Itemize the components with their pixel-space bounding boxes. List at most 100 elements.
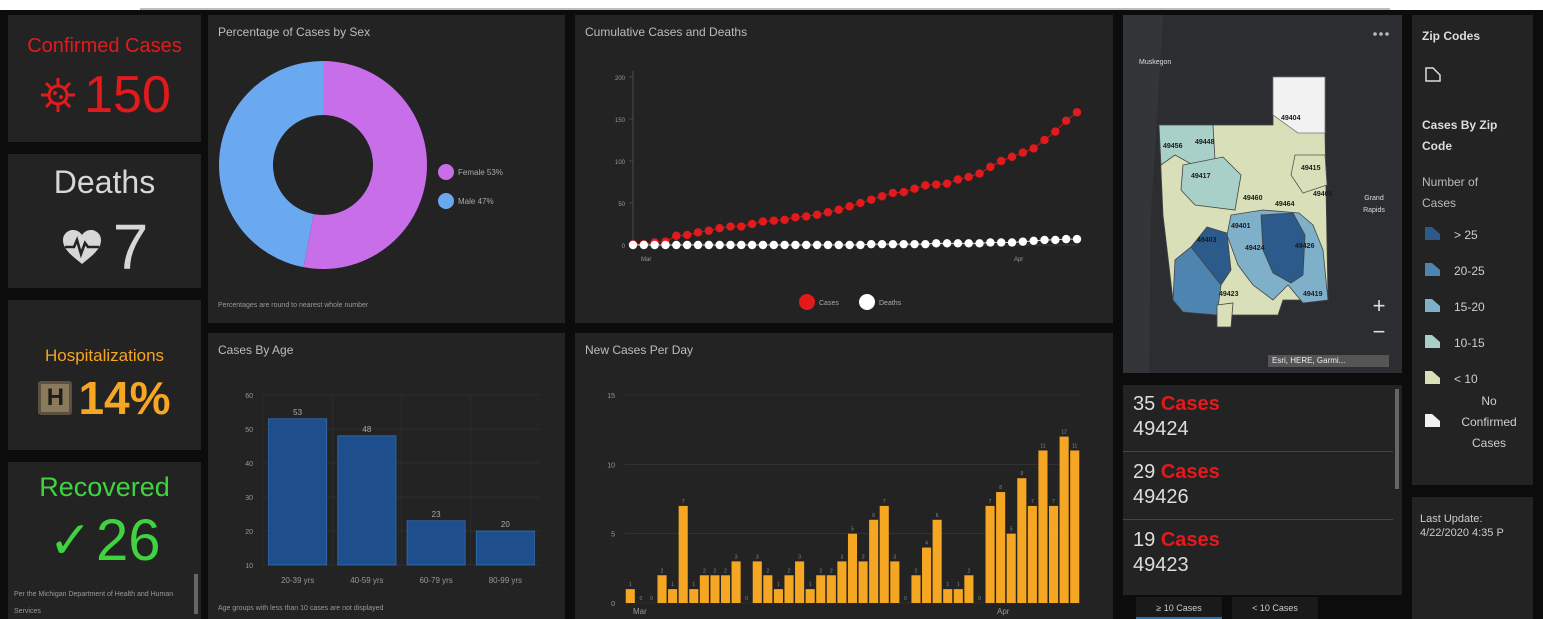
- bar[interactable]: [890, 561, 900, 603]
- data-point[interactable]: [693, 228, 703, 237]
- data-point[interactable]: [942, 239, 952, 248]
- data-point[interactable]: [867, 239, 876, 249]
- data-point[interactable]: [704, 240, 714, 250]
- map-zip-label[interactable]: 49415: [1301, 165, 1321, 172]
- data-point[interactable]: [899, 239, 908, 249]
- map-zip-label[interactable]: 49406: [1313, 191, 1333, 198]
- data-point[interactable]: [747, 240, 757, 250]
- map-zip-label[interactable]: 49456: [1163, 143, 1183, 150]
- bar[interactable]: [784, 575, 794, 603]
- data-point[interactable]: [715, 240, 724, 250]
- data-point[interactable]: [682, 230, 692, 240]
- list-item[interactable]: 19 Cases 49423: [1123, 521, 1393, 588]
- data-point[interactable]: [802, 240, 811, 250]
- bar[interactable]: [964, 575, 974, 603]
- bar[interactable]: [699, 575, 709, 603]
- data-point[interactable]: [672, 231, 681, 240]
- data-point[interactable]: [996, 156, 1006, 166]
- data-point[interactable]: [791, 240, 800, 250]
- bar[interactable]: [731, 561, 741, 603]
- bar[interactable]: [847, 533, 858, 603]
- bar[interactable]: [625, 589, 635, 603]
- bar[interactable]: [869, 519, 879, 603]
- data-point[interactable]: [921, 181, 930, 190]
- tab-lt-10-cases[interactable]: < 10 Cases: [1232, 597, 1318, 619]
- bar[interactable]: [996, 492, 1006, 603]
- data-point[interactable]: [953, 239, 963, 248]
- data-point[interactable]: [747, 219, 757, 229]
- data-point[interactable]: [910, 184, 919, 193]
- bar[interactable]: [720, 575, 731, 603]
- bar[interactable]: [837, 561, 847, 603]
- data-point[interactable]: [1051, 235, 1060, 245]
- data-point[interactable]: [1040, 135, 1049, 145]
- bar[interactable]: [668, 589, 678, 603]
- pie-slice[interactable]: [219, 61, 323, 268]
- data-point[interactable]: [932, 239, 941, 248]
- bar[interactable]: [795, 561, 805, 603]
- data-point[interactable]: [888, 188, 898, 198]
- map-menu-icon[interactable]: [1368, 25, 1394, 43]
- data-point[interactable]: [1040, 235, 1049, 245]
- data-point[interactable]: [856, 198, 865, 208]
- data-point[interactable]: [932, 180, 941, 189]
- bar[interactable]: [1027, 505, 1037, 603]
- map-zip-label[interactable]: 49448: [1195, 139, 1215, 146]
- data-point[interactable]: [737, 240, 746, 250]
- bar[interactable]: [406, 520, 466, 566]
- data-point[interactable]: [1072, 108, 1082, 117]
- map-zip-label[interactable]: 49464: [1275, 201, 1295, 208]
- data-point[interactable]: [823, 240, 833, 250]
- data-point[interactable]: [812, 240, 822, 250]
- map-zip-label[interactable]: 49460: [1243, 195, 1263, 202]
- bar[interactable]: [953, 589, 963, 603]
- data-point[interactable]: [802, 212, 811, 221]
- data-point[interactable]: [704, 226, 714, 235]
- data-point[interactable]: [1051, 127, 1060, 136]
- data-point[interactable]: [758, 217, 768, 226]
- data-point[interactable]: [693, 240, 703, 250]
- data-point[interactable]: [769, 240, 778, 250]
- bar[interactable]: [1017, 478, 1027, 603]
- bar[interactable]: [805, 589, 815, 603]
- data-point[interactable]: [888, 239, 898, 249]
- data-point[interactable]: [628, 240, 638, 250]
- data-point[interactable]: [899, 187, 908, 197]
- bar[interactable]: [763, 575, 773, 603]
- map-zip-label[interactable]: 49417: [1191, 173, 1211, 180]
- data-point[interactable]: [1007, 152, 1017, 161]
- indicator-recovered[interactable]: Recovered ✓ 26 Per the Michigan Departme…: [8, 462, 201, 619]
- data-point[interactable]: [780, 240, 789, 250]
- data-point[interactable]: [672, 240, 681, 250]
- bar[interactable]: [1048, 505, 1059, 603]
- bar[interactable]: [657, 575, 667, 603]
- data-point[interactable]: [910, 239, 919, 249]
- data-point[interactable]: [737, 222, 746, 231]
- map-panel[interactable]: Muskegon Grand Rapids 49456 49448 49404 494…: [1123, 15, 1402, 373]
- data-point[interactable]: [867, 195, 876, 204]
- indicator-deaths[interactable]: Deaths 7: [8, 154, 201, 288]
- data-point[interactable]: [845, 240, 854, 250]
- bar[interactable]: [922, 547, 932, 603]
- bar[interactable]: [773, 589, 783, 603]
- bar[interactable]: [1038, 450, 1048, 603]
- bar[interactable]: [337, 435, 397, 566]
- bar[interactable]: [475, 530, 535, 566]
- bar[interactable]: [1006, 533, 1016, 603]
- data-point[interactable]: [1029, 236, 1038, 245]
- data-point[interactable]: [726, 222, 735, 231]
- bar[interactable]: [1059, 436, 1069, 603]
- bar[interactable]: [826, 575, 836, 603]
- map-zip-label[interactable]: 49403: [1197, 237, 1217, 244]
- list-item[interactable]: 35 Cases 49424: [1123, 385, 1393, 452]
- data-point[interactable]: [996, 238, 1006, 247]
- bar[interactable]: [879, 505, 889, 603]
- data-point[interactable]: [726, 240, 735, 250]
- data-point[interactable]: [964, 172, 973, 182]
- data-point[interactable]: [1007, 238, 1017, 247]
- bar[interactable]: [943, 589, 953, 603]
- data-point[interactable]: [650, 240, 659, 250]
- bar[interactable]: [932, 519, 942, 603]
- data-point[interactable]: [834, 205, 843, 214]
- data-point[interactable]: [1029, 144, 1038, 153]
